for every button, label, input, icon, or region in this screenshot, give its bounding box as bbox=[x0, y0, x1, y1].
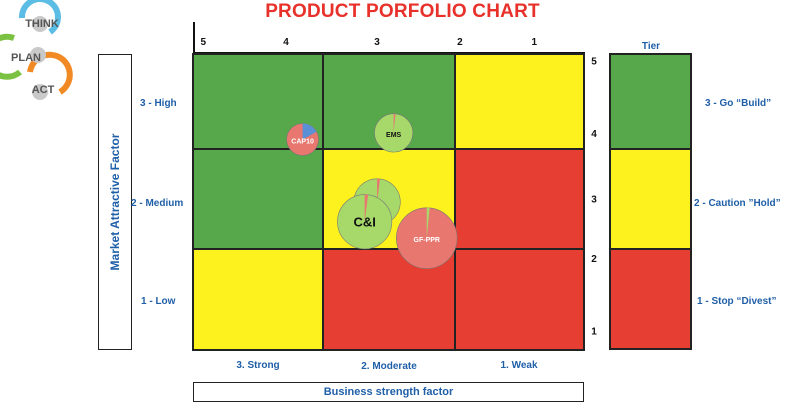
top-tick-label: 2 bbox=[457, 37, 463, 48]
top-tick-label: 1 bbox=[532, 37, 538, 48]
logo-think-label: THINK bbox=[25, 18, 59, 30]
tier-hold-swatch bbox=[609, 148, 692, 250]
bubble-label: C&I bbox=[353, 215, 375, 230]
logo-plan-label: PLAN bbox=[11, 52, 41, 64]
tier-divest-label: 1 - Stop “Divest” bbox=[697, 296, 777, 307]
bubble-slice bbox=[377, 178, 380, 202]
y-category-medium: 2 - Medium bbox=[131, 198, 184, 209]
x-axis-label: Business strength factor bbox=[193, 382, 584, 402]
right-tick-label: 1 bbox=[591, 326, 597, 337]
bubble-label: CAP10 bbox=[291, 139, 314, 146]
bubble-slice bbox=[426, 207, 430, 239]
tier-build-swatch bbox=[609, 53, 692, 150]
chart-title: PRODUCT PORFOLIO CHART bbox=[265, 1, 540, 22]
tier-build-label: 3 - Go “Build” bbox=[705, 98, 772, 109]
bubble-label: EMS bbox=[386, 132, 402, 139]
y-axis-label-box: Market Attractive Factor bbox=[98, 54, 132, 350]
grid-cell-1-2 bbox=[454, 148, 585, 250]
top-tick-label: 3 bbox=[374, 37, 380, 48]
grid-cell-1-0 bbox=[192, 148, 324, 250]
tier-hold-label: 2 - Caution ”Hold” bbox=[694, 198, 781, 209]
right-tick-label: 2 bbox=[591, 254, 597, 265]
tier-header: Tier bbox=[641, 41, 661, 52]
bubble-label: GF-PPR bbox=[414, 237, 440, 244]
x-category-strong: 3. Strong bbox=[236, 360, 280, 371]
grid-cell-2-2 bbox=[454, 248, 585, 351]
y-category-high: 3 - High bbox=[140, 98, 177, 109]
x-category-moderate: 2. Moderate bbox=[361, 361, 417, 372]
x-category-weak: 1. Weak bbox=[500, 360, 538, 371]
right-tick-label: 4 bbox=[591, 129, 597, 140]
cycle-arrows-icon bbox=[0, 0, 73, 100]
right-tick-label: 5 bbox=[591, 57, 597, 68]
y-category-low: 1 - Low bbox=[141, 296, 176, 307]
right-tick-label: 3 bbox=[591, 195, 597, 206]
grid-cell-0-2 bbox=[454, 53, 585, 150]
tier-divest-swatch bbox=[609, 248, 692, 350]
grid-cell-2-0 bbox=[192, 248, 324, 351]
logo-act-label: ACT bbox=[32, 84, 55, 96]
top-tick-label: 5 bbox=[200, 37, 206, 48]
think-plan-act-logo: THINK PLAN ACT bbox=[0, 0, 73, 100]
bubble-slice bbox=[364, 194, 369, 222]
bubble-slice bbox=[393, 113, 396, 133]
top-tick-label: 4 bbox=[283, 37, 289, 48]
bubble-slice bbox=[302, 123, 317, 140]
